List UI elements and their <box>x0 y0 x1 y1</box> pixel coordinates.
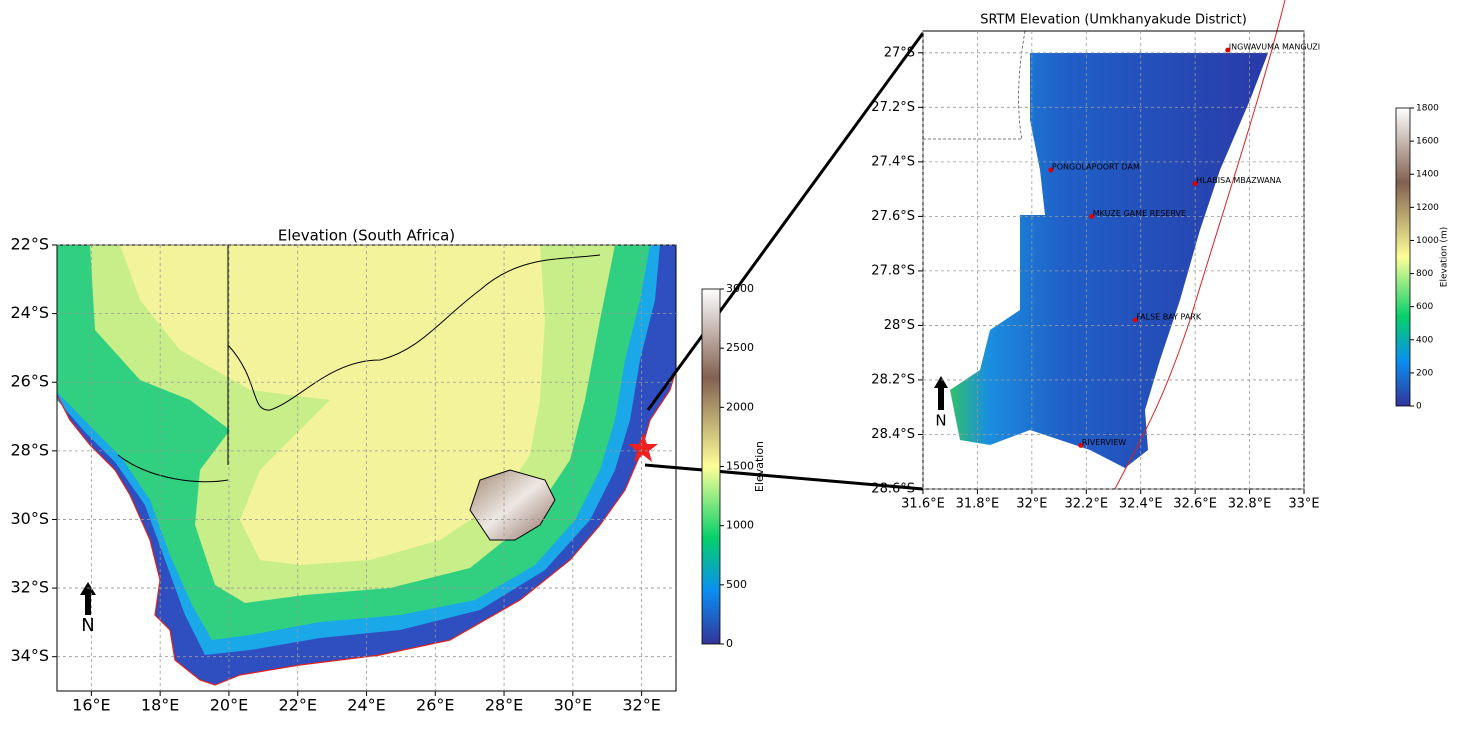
colorbar <box>1395 107 1411 407</box>
y-tick-label: 34°S <box>10 646 49 665</box>
colorbar-tick-label: 200 <box>1416 368 1433 378</box>
y-tick-label: 28.4°S <box>871 427 915 442</box>
x-tick-label: 32.6°E <box>1173 497 1217 512</box>
y-tick-label: 28°S <box>884 318 915 333</box>
y-tick-label: 27.2°S <box>871 100 915 115</box>
x-tick-label: 24°E <box>347 696 385 715</box>
colorbar-label: Elevation <box>753 441 766 492</box>
district-star <box>628 433 658 462</box>
x-tick-label: 32.2°E <box>1064 497 1108 512</box>
colorbar-tick-label: 2000 <box>726 400 754 413</box>
zoom-connector <box>644 32 925 491</box>
colorbar-tick-label: 600 <box>1416 302 1433 312</box>
y-tick-label: 28°S <box>10 440 49 459</box>
place-marker <box>1192 181 1198 187</box>
north-label: N <box>81 615 94 636</box>
north-arrow <box>934 376 948 410</box>
place-marker <box>1089 213 1095 219</box>
x-tick-label: 33°E <box>1288 497 1319 512</box>
colorbar-tick-label: 1400 <box>1416 170 1439 180</box>
colorbar-tick-label: 1000 <box>726 519 754 532</box>
x-tick-label: 32.8°E <box>1228 497 1272 512</box>
y-tick-label: 30°S <box>10 509 49 528</box>
colorbar-tick-label: 1000 <box>1416 236 1439 246</box>
colorbar-tick-label: 1600 <box>1416 137 1439 147</box>
x-tick-label: 30°E <box>554 696 592 715</box>
y-tick-label: 27°S <box>884 45 915 60</box>
map-title: Elevation (South Africa) <box>278 227 455 245</box>
place-label: PONGOLAPOORT DAM <box>1052 163 1140 172</box>
y-tick-label: 27.6°S <box>871 209 915 224</box>
x-tick-label: 26°E <box>416 696 454 715</box>
x-tick-label: 18°E <box>141 696 179 715</box>
y-tick-label: 26°S <box>10 372 49 391</box>
y-tick-label: 27.8°S <box>871 263 915 278</box>
colorbar-tick-label: 1200 <box>1416 203 1439 213</box>
district-elevation-image <box>922 0 1305 490</box>
y-tick-label: 28.2°S <box>871 372 915 387</box>
colorbar-tick-label: 0 <box>1416 402 1422 412</box>
colorbar-tick-label: 0 <box>726 637 733 650</box>
place-label: HLABISA MBAZWANA <box>1196 176 1281 185</box>
x-tick-label: 32.4°E <box>1119 497 1163 512</box>
x-tick-label: 31.8°E <box>956 497 1000 512</box>
x-tick-label: 32°E <box>1016 497 1047 512</box>
y-tick-label: 32°S <box>10 578 49 597</box>
x-tick-label: 32°E <box>622 696 660 715</box>
colorbar-tick-label: 400 <box>1416 335 1433 345</box>
x-tick-label: 16°E <box>72 696 110 715</box>
x-tick-label: 22°E <box>278 696 316 715</box>
place-marker <box>1132 317 1138 323</box>
x-tick-label: 28°E <box>485 696 523 715</box>
colorbar-tick-label: 3000 <box>726 282 754 295</box>
colorbar <box>701 288 721 645</box>
place-label: FALSE BAY PARK <box>1136 312 1202 321</box>
x-tick-label: 20°E <box>210 696 248 715</box>
map-title: SRTM Elevation (Umkhanyakude District) <box>980 13 1247 28</box>
colorbar-label: Elevation (m) <box>1440 227 1450 287</box>
colorbar-tick-label: 800 <box>1416 269 1433 279</box>
x-tick-label: 31.6°E <box>901 497 945 512</box>
y-tick-label: 27.4°S <box>871 154 915 169</box>
north-label: N <box>935 412 946 430</box>
colorbar-tick-label: 1500 <box>726 460 754 473</box>
colorbar-tick-label: 500 <box>726 578 747 591</box>
place-marker <box>1048 167 1054 173</box>
north-arrow <box>80 582 96 615</box>
place-marker <box>1225 47 1231 53</box>
colorbar-tick-label: 2500 <box>726 341 754 354</box>
place-marker <box>1078 442 1084 448</box>
elevation-image <box>56 244 677 692</box>
colorbar-tick-label: 1800 <box>1416 104 1439 114</box>
place-label: MKUZE GAME RESERVE <box>1093 209 1186 218</box>
y-tick-label: 28.6°S <box>871 482 915 497</box>
y-tick-label: 24°S <box>10 303 49 322</box>
place-label: INGWAVUMA MANGUZI <box>1229 43 1320 52</box>
y-tick-label: 22°S <box>10 235 49 254</box>
place-label: RIVERVIEW <box>1082 438 1126 447</box>
